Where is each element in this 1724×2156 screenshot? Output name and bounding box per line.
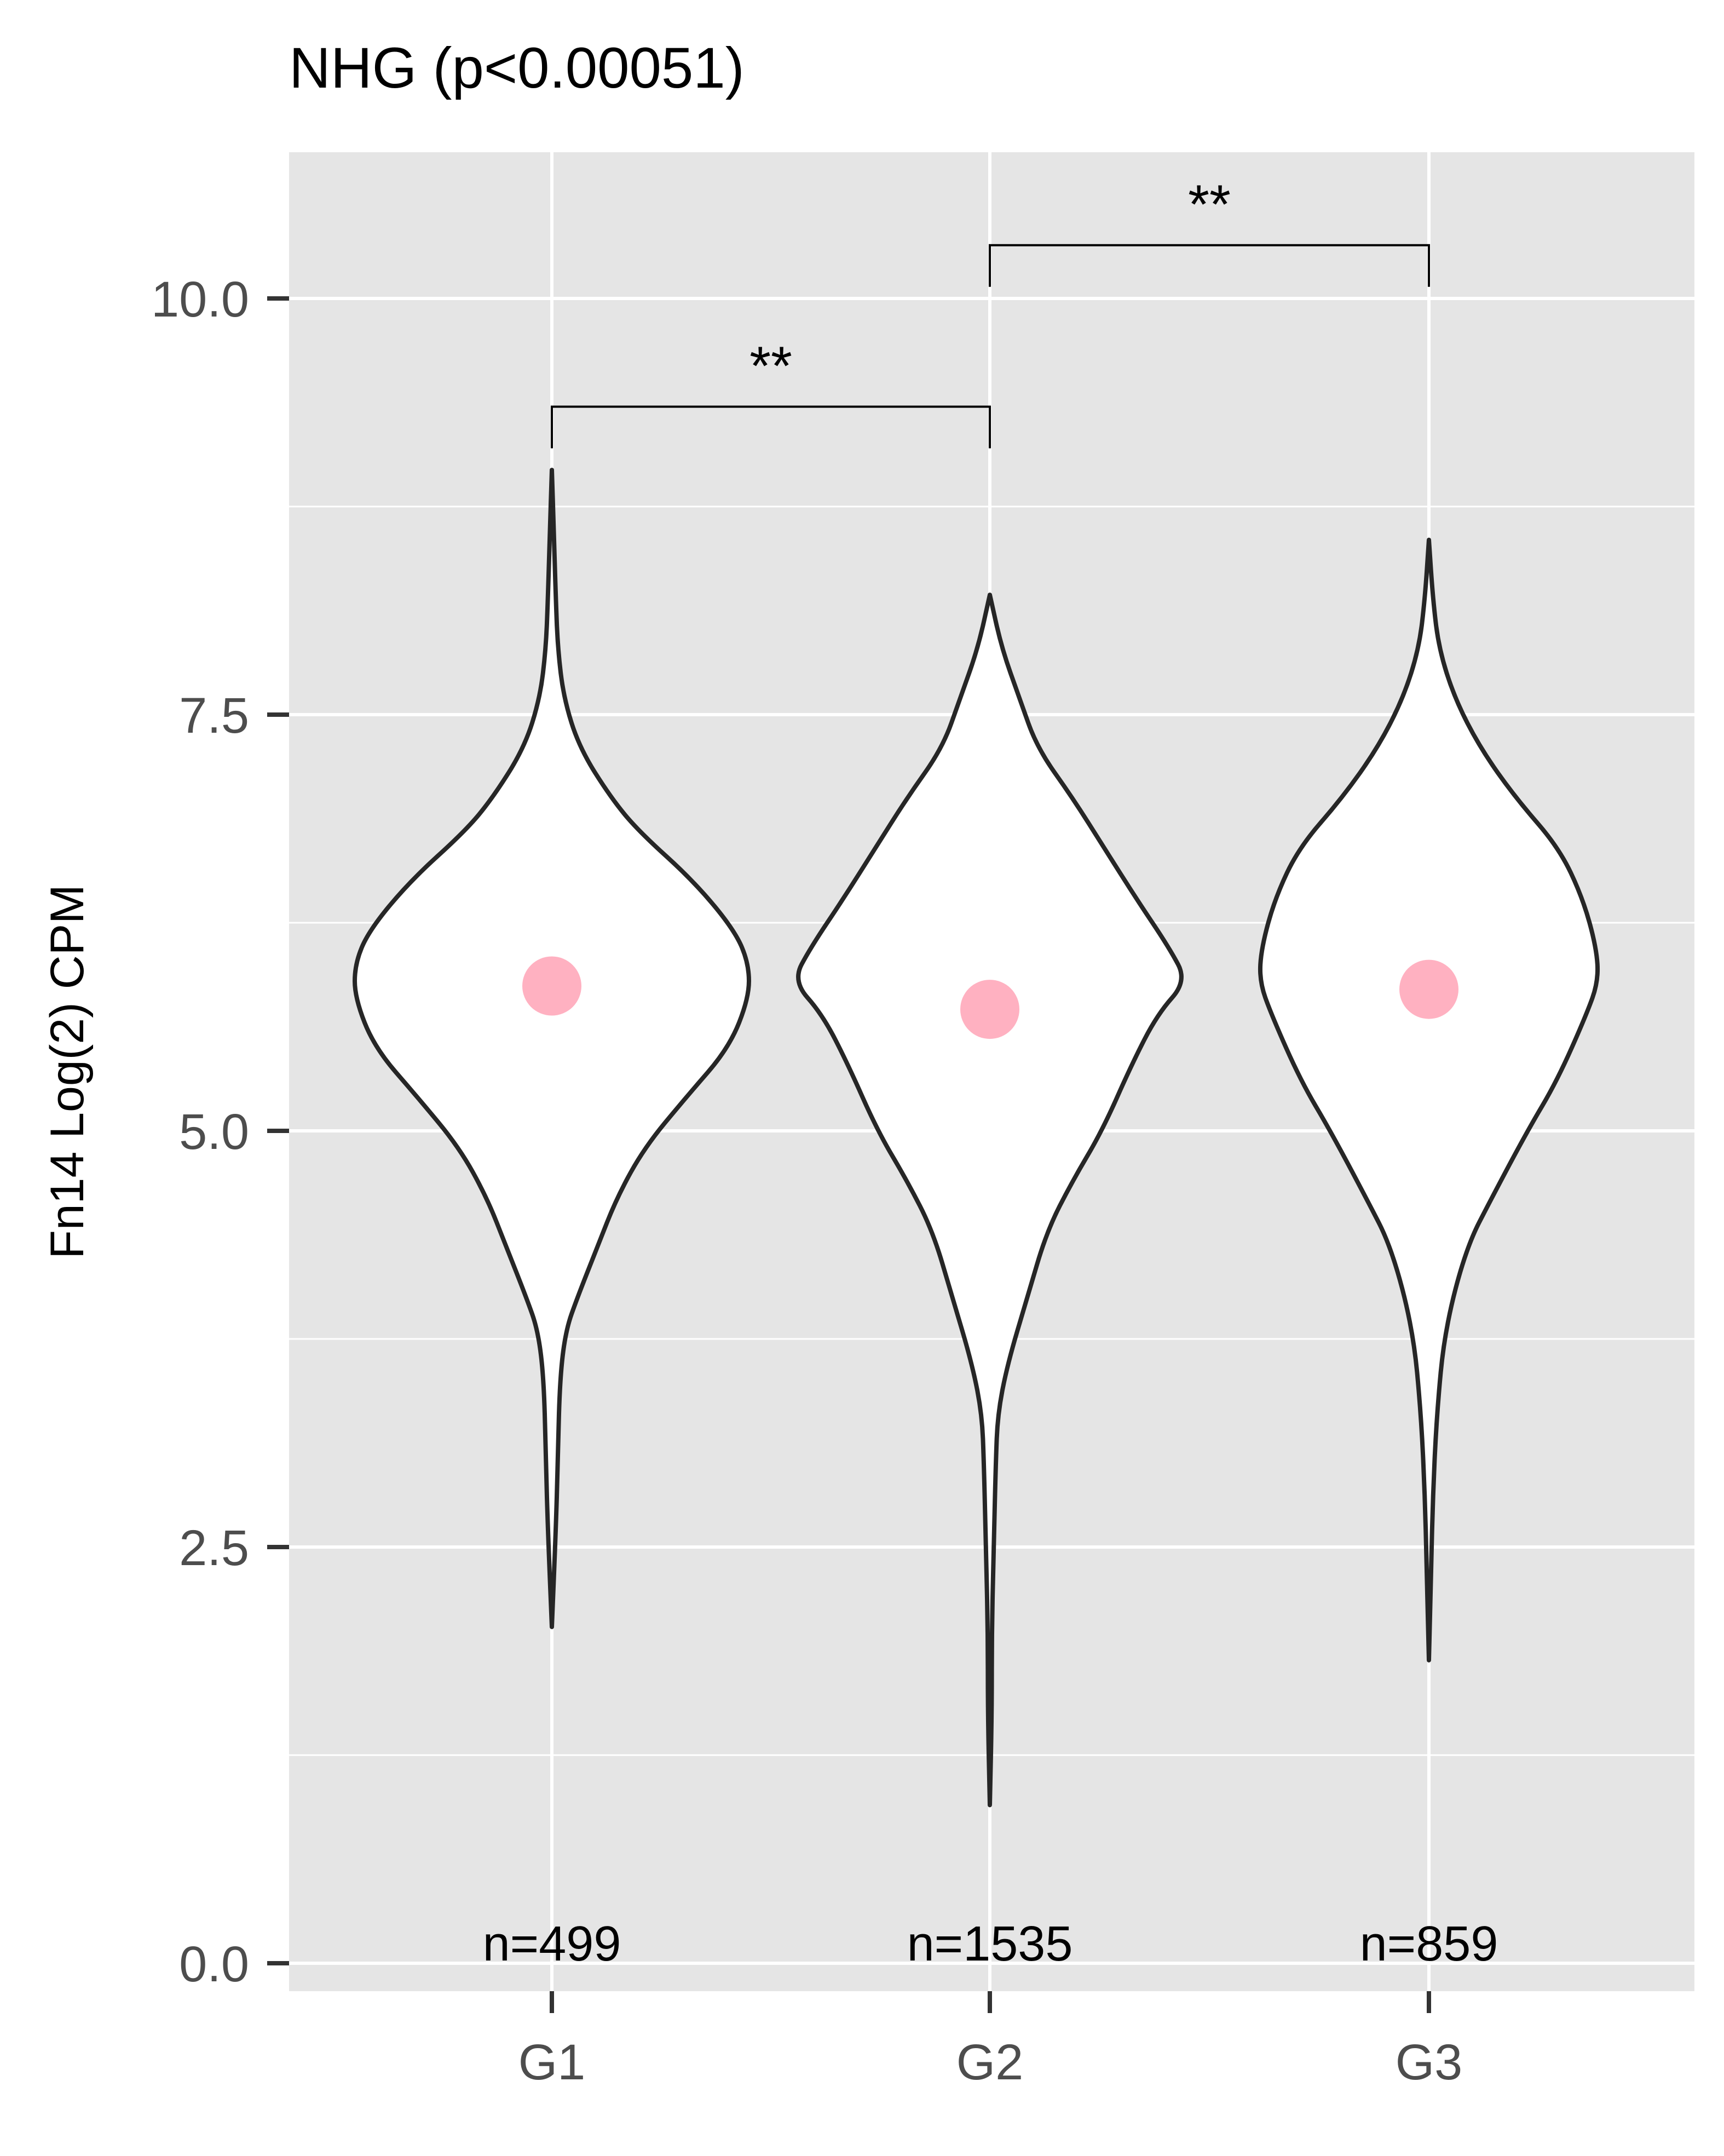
y-tick-label: 5.0 [179, 1104, 249, 1160]
y-tick-label: 10.0 [151, 272, 249, 327]
y-axis: 0.0 2.5 5.0 7.5 10.0 [151, 272, 289, 1992]
violin-g3 [1258, 537, 1600, 1663]
bracket-2 [989, 244, 1430, 287]
count-label-g2: n=1535 [907, 1917, 1073, 1971]
y-tick-label: 0.0 [179, 1936, 249, 1992]
median-point-g3 [1399, 959, 1458, 1019]
significance-label-1: ** [749, 336, 792, 397]
y-tick-label: 2.5 [179, 1520, 249, 1576]
chart-title: NHG (p<0.00051) [289, 36, 745, 100]
median-point-g2 [960, 980, 1019, 1039]
count-label-g3: n=859 [1360, 1917, 1498, 1971]
violin-g1 [353, 468, 751, 1629]
y-tick-label: 7.5 [179, 688, 249, 744]
x-tick-label-g1: G1 [518, 2034, 586, 2090]
x-tick-label-g3: G3 [1396, 2034, 1463, 2090]
significance-brackets: ** ** [551, 174, 1430, 449]
violins [353, 468, 1600, 1808]
y-axis-title: Fn14 Log(2) CPM [41, 884, 94, 1259]
x-axis: G1 G2 G3 [518, 1991, 1463, 2090]
count-label-g1: n=499 [483, 1917, 621, 1971]
x-tick-label-g2: G2 [956, 2034, 1024, 2090]
count-labels: n=499 n=1535 n=859 [483, 1917, 1498, 1971]
bracket-1 [551, 405, 991, 449]
violin-g2 [796, 593, 1184, 1808]
significance-label-2: ** [1188, 174, 1231, 235]
median-points [522, 956, 1458, 1039]
median-point-g1 [522, 956, 581, 1016]
